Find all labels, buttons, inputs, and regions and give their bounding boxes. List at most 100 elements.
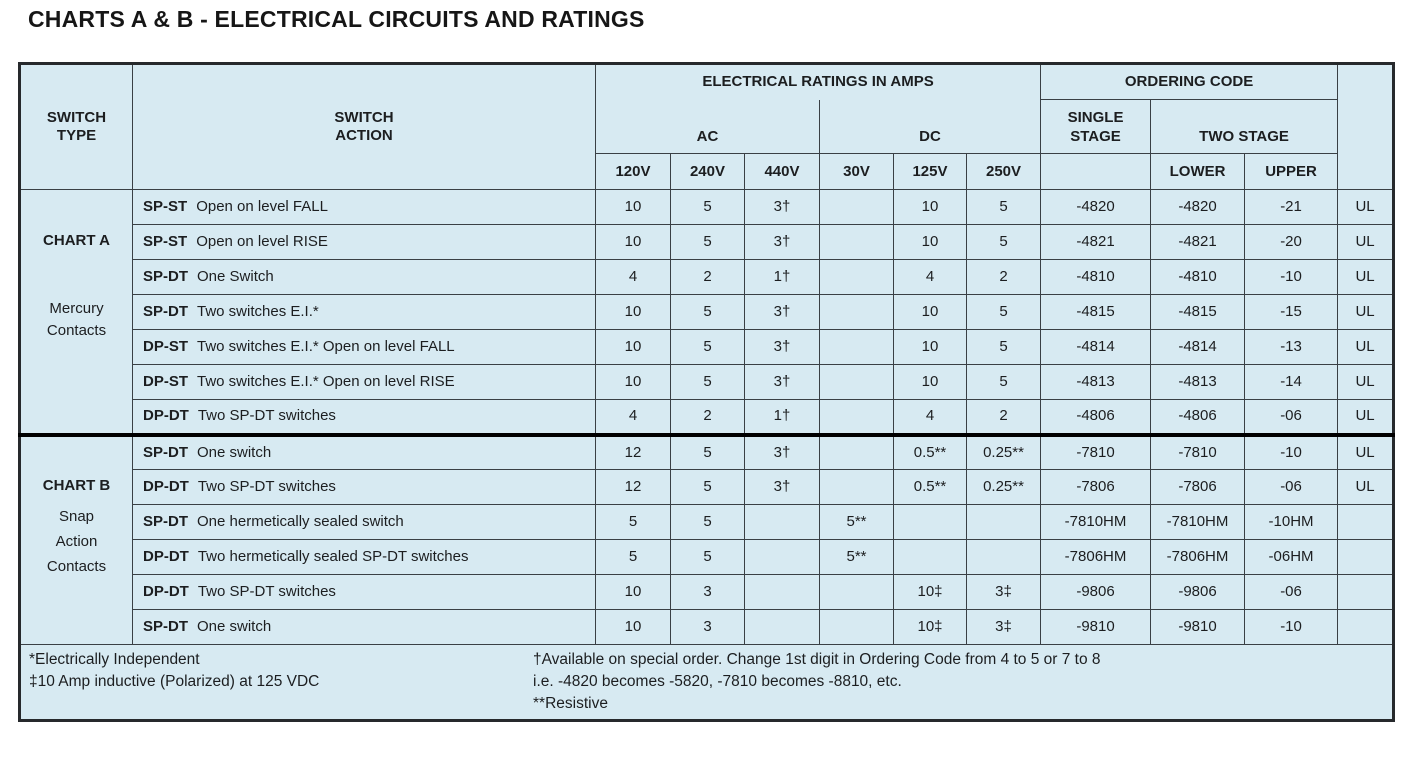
rating-cell: -15 — [1244, 294, 1339, 330]
rating-cell: -7810HM — [1040, 504, 1152, 540]
rating-cell: -7810 — [1040, 432, 1152, 470]
header-row-3: 120V 240V 440V 30V 125V 250V LOWER UPPER — [20, 153, 1394, 190]
switch-description: One Switch — [197, 268, 274, 285]
rating-cell: 4 — [595, 259, 671, 295]
table-body: CHART A Mercury Contacts SP-ST Open on leve… — [19, 189, 1395, 645]
rating-cell: 4 — [893, 399, 967, 435]
lower-header: LOWER — [1150, 153, 1246, 190]
rating-cell: 12 — [595, 469, 671, 505]
switch-code: DP-DT — [143, 478, 189, 495]
rating-cell: -10 — [1244, 432, 1339, 470]
switch-action-cell: SP-DT One hermetically sealed switch — [132, 504, 596, 540]
switch-action-cell: DP-DT Two SP-DT switches — [132, 469, 596, 505]
rating-cell: 3† — [744, 224, 820, 260]
rating-cell: 5 — [965, 294, 1042, 330]
rating-cell — [819, 224, 894, 260]
ul-listing-cell: UL — [1337, 364, 1395, 400]
rating-cell — [965, 539, 1042, 575]
switch-action-cell: SP-DT One switch — [132, 432, 596, 470]
rating-cell: 5 — [670, 364, 745, 400]
rating-cell: 5 — [670, 432, 745, 470]
rating-cell: 1† — [744, 399, 820, 435]
rating-cell: 1† — [744, 259, 820, 295]
rating-cell: 0.5** — [893, 469, 967, 505]
switch-action-cell: DP-ST Two switches E.I.* Open on level FA… — [132, 329, 596, 365]
voltage-header-440v: 440V — [744, 153, 820, 190]
rating-cell: -4806 — [1040, 399, 1152, 435]
rating-cell: 10 — [893, 329, 967, 365]
rating-cell — [893, 539, 967, 575]
rating-cell: -7806HM — [1040, 539, 1152, 575]
ul-listing-cell: UL — [1337, 469, 1395, 505]
rating-cell: 5** — [819, 504, 894, 540]
rating-cell: 5 — [670, 539, 745, 575]
rating-cell: -7806HM — [1150, 539, 1246, 575]
header-row-1: SWITCH TYPE SWITCH ACTION ELECTRICAL RAT… — [19, 63, 1395, 190]
switch-action-cell: DP-ST Two switches E.I.* Open on level RI… — [132, 364, 596, 400]
rating-cell: -7806 — [1150, 469, 1246, 505]
ul-column-header — [1337, 63, 1395, 190]
switch-description: Two hermetically sealed SP-DT switches — [197, 548, 469, 565]
switch-description: Open on level FALL — [196, 198, 328, 215]
table-row: CHART A Mercury Contacts SP-ST Open on leve… — [19, 189, 1395, 435]
ac-header: AC — [595, 99, 820, 154]
rating-cell: 3† — [744, 469, 820, 505]
table-row: DP-DT Two SP-DT switches 10 3 10‡ 3‡ -9806 -980… — [20, 574, 1395, 610]
rating-cell: 0.5** — [893, 432, 967, 470]
rating-cell: 10 — [595, 189, 671, 225]
ul-listing-cell — [1337, 574, 1395, 610]
footnotes-left: *Electrically Independent ‡10 Amp induct… — [29, 651, 320, 690]
rating-cell: -10HM — [1244, 504, 1339, 540]
section-label: CHART B Snap Action Contacts — [19, 432, 133, 645]
switch-code: DP-ST — [143, 338, 188, 355]
switch-code: SP-ST — [143, 233, 188, 250]
rating-cell: 5 — [965, 189, 1042, 225]
rating-cell: -4820 — [1040, 189, 1152, 225]
rating-cell: -9810 — [1040, 609, 1152, 645]
rating-cell: 10 — [893, 294, 967, 330]
rating-cell: 10 — [595, 574, 671, 610]
rating-cell: 4 — [595, 399, 671, 435]
chart-name: CHART B — [42, 476, 111, 494]
switch-description: Two switches E.I.* Open on level RISE — [197, 373, 455, 390]
rating-cell: -4813 — [1040, 364, 1152, 400]
rating-cell: 10 — [595, 224, 671, 260]
table-row: DP-ST Two switches E.I.* Open on level FA… — [20, 329, 1395, 365]
switch-description: One switch — [197, 618, 272, 635]
switch-action-cell: SP-ST Open on level RISE — [132, 224, 596, 260]
ul-listing-cell: UL — [1337, 294, 1395, 330]
rating-cell: -4815 — [1040, 294, 1152, 330]
rating-cell: -10 — [1244, 259, 1339, 295]
rating-cell: -7810HM — [1150, 504, 1246, 540]
table-row: DP-DT Two SP-DT switches 4 2 1† 4 2 -4806 -4806-… — [20, 399, 1395, 435]
rating-cell: 5 — [595, 539, 671, 575]
chart-subtitle: Snap Action Contacts — [46, 507, 107, 575]
header-row-2: AC DC SINGLE STAGE TWO STAGE — [20, 99, 1394, 154]
switch-action-header: SWITCH ACTION — [132, 63, 596, 190]
chart-name: CHART A — [43, 232, 110, 249]
chart-subtitle: Mercury Contacts — [46, 300, 107, 339]
rating-cell — [819, 574, 894, 610]
rating-cell: 10 — [595, 329, 671, 365]
rating-cell: 5 — [965, 364, 1042, 400]
rating-cell — [965, 504, 1042, 540]
rating-cell: -4815 — [1150, 294, 1246, 330]
switch-code: SP-DT — [143, 618, 188, 635]
rating-cell: -4821 — [1040, 224, 1152, 260]
switch-type-header: SWITCH TYPE — [19, 63, 133, 190]
ul-listing-cell — [1337, 539, 1395, 575]
footnotes-right: †Available on special order. Change 1st … — [533, 651, 1101, 712]
switch-description: Open on level RISE — [196, 233, 328, 250]
ul-listing-cell: UL — [1337, 259, 1395, 295]
rating-cell: 10 — [595, 364, 671, 400]
rating-cell: -06 — [1244, 399, 1339, 435]
table-row: SP-DT Two switches E.I.* 10 5 3† 10 5 -4815 -481… — [20, 294, 1395, 330]
switch-action-cell: SP-DT One switch — [132, 609, 596, 645]
rating-cell: -7810 — [1150, 432, 1246, 470]
rating-cell: 3† — [744, 329, 820, 365]
rating-cell — [819, 432, 894, 470]
rating-cell: 3 — [670, 609, 745, 645]
rating-cell — [819, 609, 894, 645]
rating-cell — [819, 469, 894, 505]
switch-code: SP-DT — [143, 268, 188, 285]
